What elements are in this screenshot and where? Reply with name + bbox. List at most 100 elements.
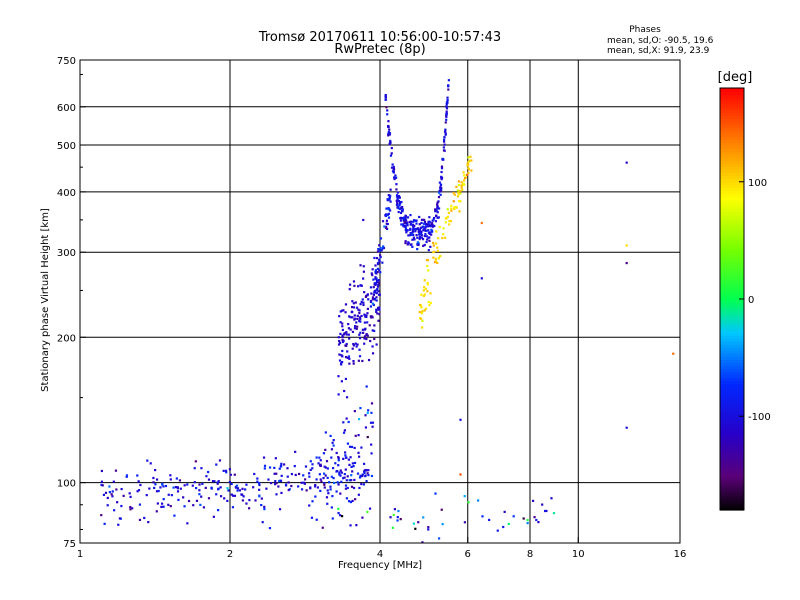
colorbar-segment: [720, 389, 744, 394]
data-point: [193, 467, 196, 470]
data-point: [205, 475, 208, 478]
data-point: [315, 456, 318, 459]
data-point: [318, 473, 321, 476]
data-point: [418, 223, 421, 226]
data-point: [418, 233, 421, 236]
colorbar-segment: [720, 97, 744, 101]
colorbar-segment: [720, 241, 744, 246]
data-point: [177, 498, 180, 501]
data-point: [365, 314, 368, 317]
data-point: [173, 514, 176, 517]
data-point: [118, 517, 121, 520]
data-point: [426, 238, 429, 241]
data-point: [357, 493, 360, 496]
data-point: [432, 244, 435, 247]
data-point: [294, 473, 297, 477]
data-point: [399, 219, 403, 222]
data-point: [353, 446, 356, 450]
data-point: [338, 471, 341, 474]
data-point: [459, 473, 462, 476]
data-point: [388, 142, 391, 146]
data-point: [344, 311, 347, 314]
data-point: [423, 309, 426, 312]
colorbar-segment: [720, 106, 744, 110]
data-point: [369, 421, 373, 424]
colorbar-segment: [720, 485, 744, 490]
data-point: [278, 508, 282, 511]
data-point: [241, 499, 244, 502]
data-point: [446, 208, 449, 211]
data-point: [228, 480, 232, 484]
data-point: [100, 480, 104, 483]
data-point: [338, 473, 341, 476]
data-point: [341, 335, 344, 339]
data-point: [385, 106, 388, 109]
data-point: [463, 521, 467, 524]
data-point: [360, 314, 363, 318]
data-point: [535, 518, 538, 522]
data-point: [216, 509, 220, 512]
data-point: [533, 516, 536, 519]
data-point: [445, 113, 448, 116]
data-point: [186, 483, 189, 486]
data-point: [337, 464, 340, 467]
data-point: [428, 239, 431, 242]
colorbar-segment: [720, 377, 744, 381]
data-point: [420, 218, 424, 221]
data-point: [362, 483, 366, 486]
data-point: [393, 508, 396, 511]
data-point: [337, 512, 340, 515]
data-point: [436, 203, 439, 206]
data-point: [357, 418, 361, 421]
data-point: [143, 516, 146, 520]
data-point: [337, 507, 340, 510]
data-point: [385, 222, 388, 225]
data-point: [297, 485, 300, 488]
data-point: [139, 483, 142, 487]
data-point: [426, 223, 429, 226]
data-point: [461, 188, 464, 191]
data-point: [290, 472, 294, 476]
data-point: [273, 466, 276, 470]
colorbar-segment: [720, 494, 744, 499]
data-point: [369, 339, 372, 343]
data-point: [366, 411, 369, 415]
data-point: [157, 489, 160, 493]
data-point: [373, 256, 376, 260]
data-point: [388, 196, 391, 199]
data-point: [395, 188, 398, 191]
data-point: [417, 521, 420, 524]
data-point: [456, 195, 460, 198]
data-point: [406, 216, 410, 219]
data-point: [136, 474, 139, 477]
data-point: [456, 189, 459, 192]
data-point: [384, 98, 387, 101]
data-point: [387, 131, 390, 134]
data-point: [444, 133, 447, 136]
data-point: [202, 506, 206, 509]
data-point: [466, 164, 469, 167]
data-point: [417, 242, 420, 245]
data-point: [344, 468, 347, 471]
colorbar-segment: [720, 386, 744, 391]
data-point: [448, 223, 451, 226]
colorbar-segment: [720, 440, 744, 445]
data-point: [364, 414, 367, 417]
data-point: [433, 224, 436, 228]
data-point: [420, 233, 423, 237]
data-point: [398, 207, 402, 210]
colorbar-segment: [720, 353, 744, 357]
data-point: [395, 176, 398, 179]
data-point: [345, 342, 348, 346]
data-point: [148, 487, 151, 490]
data-point: [323, 472, 326, 475]
colorbar-segment: [720, 362, 744, 366]
x-tick-label: 1: [77, 549, 83, 560]
data-point: [319, 478, 322, 481]
data-point: [245, 502, 248, 505]
chart-subtitle: RwPretec (8p): [334, 42, 425, 57]
data-point: [427, 221, 430, 224]
colorbar-segment: [720, 88, 744, 92]
colorbar-segment: [720, 118, 744, 122]
